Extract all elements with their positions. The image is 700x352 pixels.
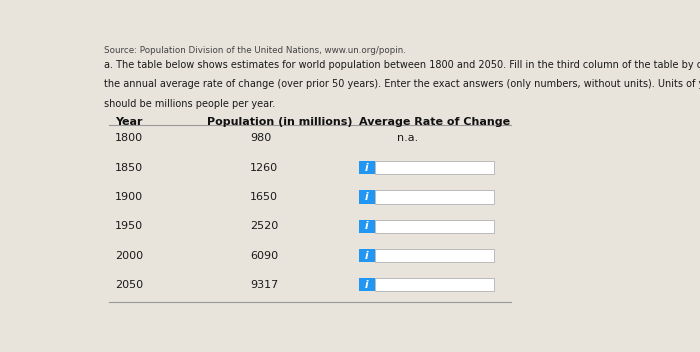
FancyBboxPatch shape bbox=[375, 249, 494, 262]
Text: should be millions people per year.: should be millions people per year. bbox=[104, 99, 275, 109]
Text: 6090: 6090 bbox=[251, 251, 279, 260]
Text: a. The table below shows estimates for world population between 1800 and 2050. F: a. The table below shows estimates for w… bbox=[104, 60, 700, 70]
FancyBboxPatch shape bbox=[358, 190, 375, 203]
Text: Year: Year bbox=[115, 117, 142, 127]
Text: 2000: 2000 bbox=[115, 251, 143, 260]
FancyBboxPatch shape bbox=[375, 220, 494, 233]
Text: 1900: 1900 bbox=[115, 192, 143, 202]
Text: Population (in millions): Population (in millions) bbox=[207, 117, 352, 127]
Text: 2520: 2520 bbox=[251, 221, 279, 231]
Text: i: i bbox=[365, 163, 369, 173]
FancyBboxPatch shape bbox=[375, 278, 494, 291]
Text: Source: Population Division of the United Nations, www.un.org/popin.: Source: Population Division of the Unite… bbox=[104, 46, 406, 55]
FancyBboxPatch shape bbox=[375, 190, 494, 203]
Text: 1800: 1800 bbox=[115, 133, 143, 144]
Text: i: i bbox=[365, 221, 369, 231]
Text: n.a.: n.a. bbox=[397, 133, 418, 144]
FancyBboxPatch shape bbox=[358, 220, 375, 233]
Text: Average Rate of Change: Average Rate of Change bbox=[358, 117, 510, 127]
Text: 1950: 1950 bbox=[115, 221, 143, 231]
Text: i: i bbox=[365, 192, 369, 202]
Text: the annual average rate of change (over prior 50 years). Enter the exact answers: the annual average rate of change (over … bbox=[104, 79, 700, 89]
Text: 1850: 1850 bbox=[115, 163, 143, 173]
Text: i: i bbox=[365, 280, 369, 290]
Text: 9317: 9317 bbox=[251, 280, 279, 290]
Text: 2050: 2050 bbox=[115, 280, 143, 290]
FancyBboxPatch shape bbox=[358, 278, 375, 291]
Text: i: i bbox=[365, 251, 369, 260]
Text: 980: 980 bbox=[251, 133, 272, 144]
Text: 1260: 1260 bbox=[251, 163, 279, 173]
FancyBboxPatch shape bbox=[358, 249, 375, 262]
FancyBboxPatch shape bbox=[358, 161, 375, 174]
Text: 1650: 1650 bbox=[251, 192, 279, 202]
FancyBboxPatch shape bbox=[375, 161, 494, 174]
